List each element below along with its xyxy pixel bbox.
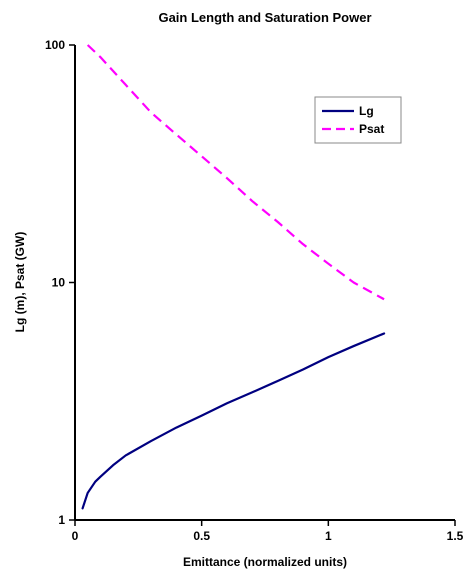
series-line-psat [86, 44, 385, 301]
x-axis-label: Emittance (normalized units) [183, 555, 347, 569]
x-tick-label: 0 [72, 529, 79, 543]
y-tick-label: 1 [58, 513, 65, 527]
y-axis-label: Lg (m), Psat (GW) [13, 232, 27, 333]
legend-box [314, 96, 402, 144]
legend: Lg Psat [314, 96, 402, 144]
series-line-lg [81, 332, 386, 510]
y-tick-label: 10 [52, 276, 66, 290]
x-tick-label: 1.5 [447, 529, 464, 543]
legend-label-lg: Lg [359, 104, 374, 118]
series-layer [81, 44, 386, 510]
chart-title: Gain Length and Saturation Power [158, 10, 371, 25]
x-tick-label: 1 [325, 529, 332, 543]
legend-label-psat: Psat [359, 122, 384, 136]
ticks: 0 0.5 1 1.5 1 10 100 [45, 38, 464, 543]
x-tick-label: 0.5 [193, 529, 210, 543]
y-tick-label: 100 [45, 38, 65, 52]
